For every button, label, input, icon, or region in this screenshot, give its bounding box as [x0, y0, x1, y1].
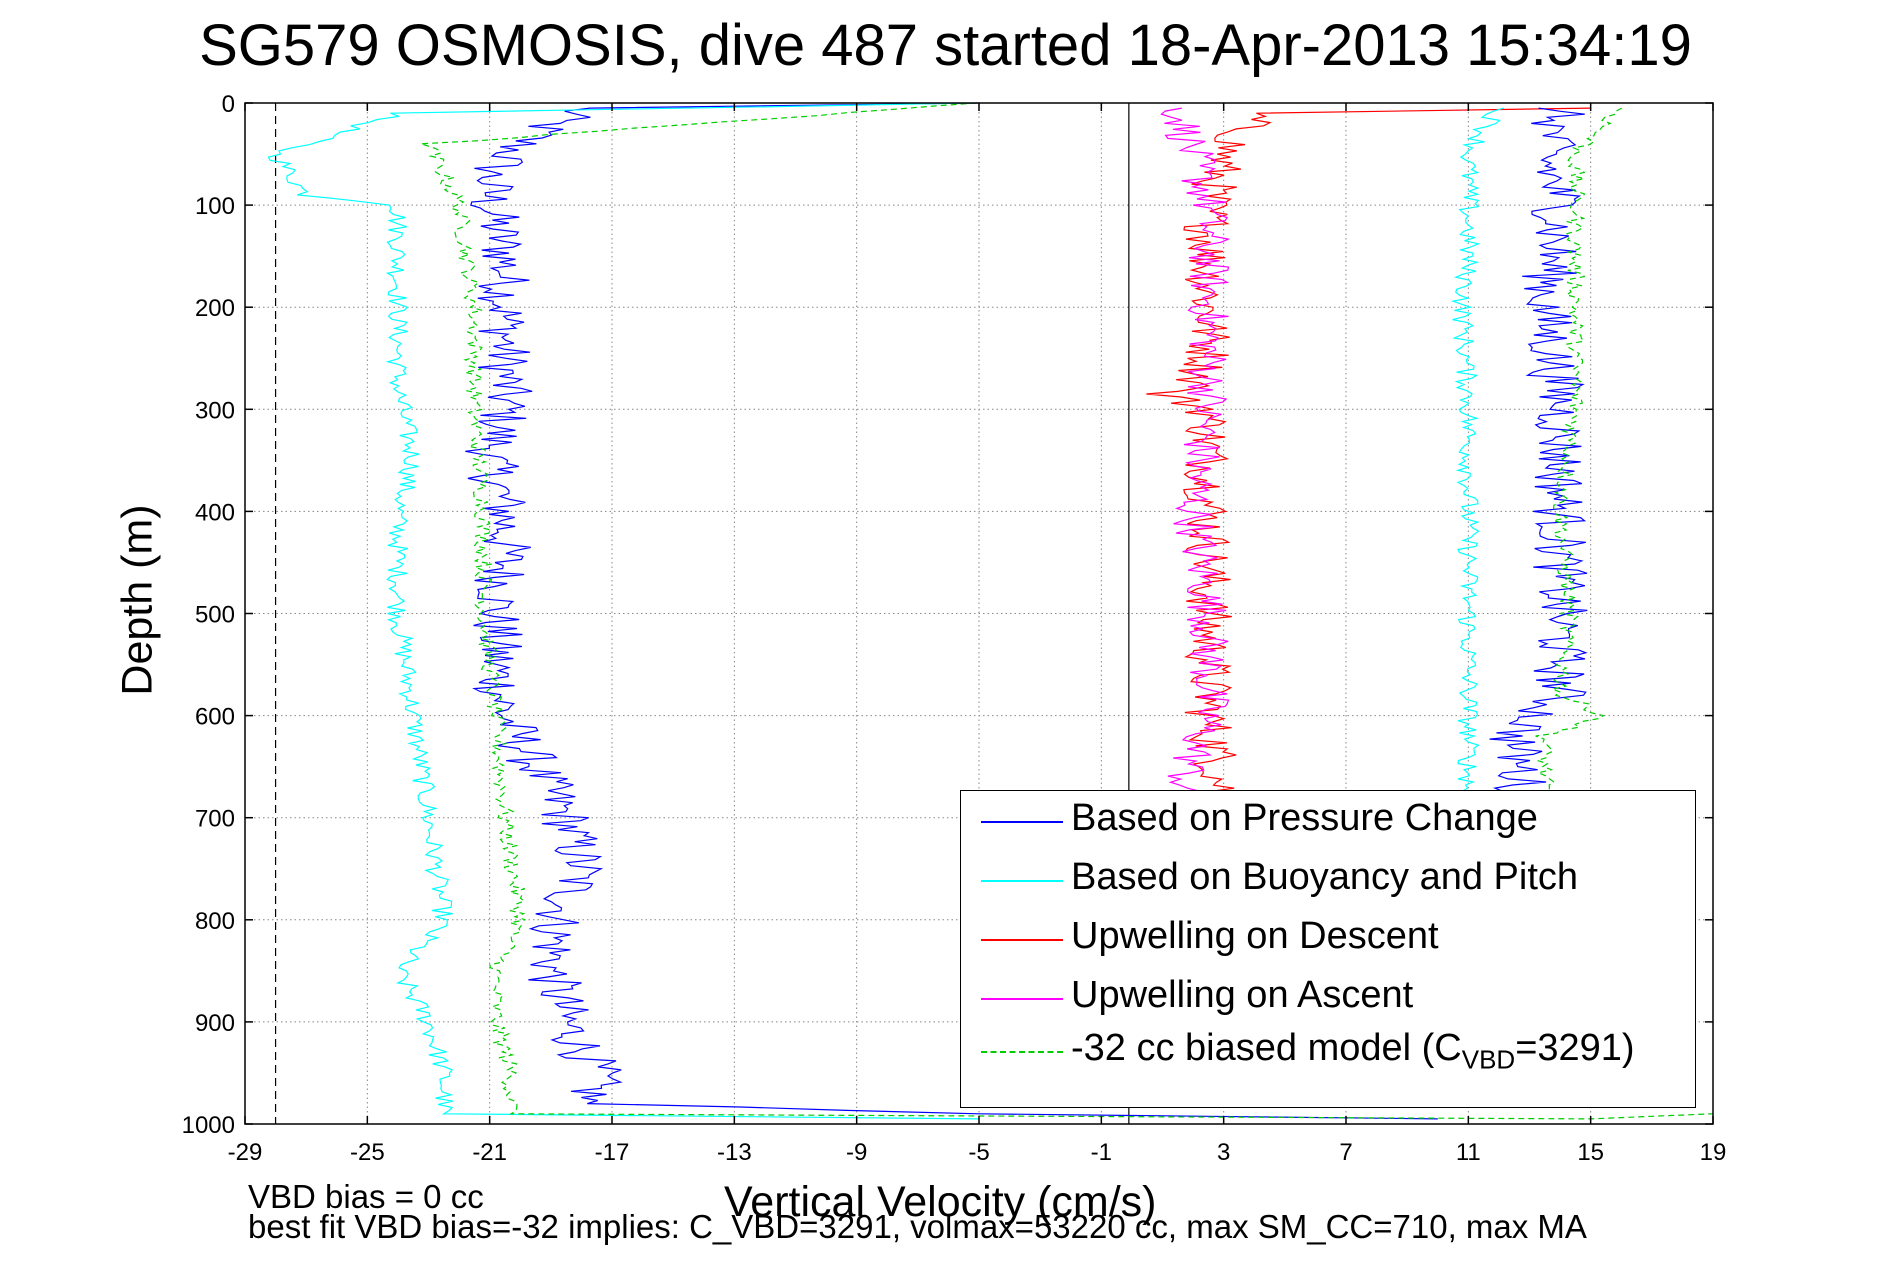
x-tick-label: 3 — [1217, 1139, 1230, 1166]
x-tick-label: -13 — [717, 1139, 752, 1166]
series-line — [1146, 107, 1591, 798]
y-tick-label: 600 — [195, 704, 235, 731]
x-tick-label: 19 — [1700, 1139, 1727, 1166]
x-tick-label: -25 — [350, 1139, 385, 1166]
legend-swatch — [981, 939, 1063, 941]
y-tick-label: 400 — [195, 499, 235, 526]
x-tick-label: 11 — [1456, 1139, 1481, 1166]
x-tick-label: 7 — [1339, 1139, 1352, 1166]
x-tick-label: -29 — [228, 1139, 263, 1166]
legend-label: Based on Buoyancy and Pitch — [1071, 856, 1579, 898]
legend-entry: -32 cc biased model (CVBD=3291) — [961, 1023, 1695, 1079]
y-tick-label: 500 — [195, 602, 235, 629]
legend-label: Upwelling on Descent — [1071, 915, 1439, 957]
series-line — [1489, 107, 1588, 798]
y-tick-label: 700 — [195, 806, 235, 833]
legend-entry: Based on Buoyancy and Pitch — [961, 852, 1695, 908]
x-tick-label: -17 — [595, 1139, 630, 1166]
legend-swatch — [981, 821, 1063, 823]
legend-entry: Upwelling on Descent — [961, 911, 1695, 967]
series-line — [1535, 107, 1623, 798]
chart-title: SG579 OSMOSIS, dive 487 started 18-Apr-2… — [199, 13, 1692, 78]
y-axis-label: Depth (m) — [113, 504, 162, 696]
series-line — [267, 102, 980, 1120]
legend-label: Based on Pressure Change — [1071, 797, 1538, 839]
series-layer — [267, 102, 1714, 1120]
tick-layer: -29 -25 -21 -17 -13 -9 -5 -1 3 7 11 15 1901002003004… — [182, 91, 1727, 1166]
vbd-bias-note: VBD bias = 0 cc — [248, 1178, 484, 1215]
y-tick-label: 800 — [195, 908, 235, 935]
x-tick-label: 15 — [1577, 1139, 1604, 1166]
x-tick-label: -1 — [1091, 1139, 1112, 1166]
legend-label: -32 cc biased model (CVBD=3291) — [1071, 1027, 1635, 1075]
legend-swatch — [981, 998, 1063, 1000]
x-tick-label: -5 — [968, 1139, 989, 1166]
series-line — [465, 102, 1438, 1120]
legend: Based on Pressure Change Based on Buoyan… — [960, 790, 1696, 1108]
legend-swatch — [981, 880, 1063, 882]
y-tick-label: 200 — [195, 295, 235, 322]
y-tick-label: 100 — [195, 193, 235, 220]
series-line — [1160, 107, 1231, 798]
y-tick-label: 900 — [195, 1010, 235, 1037]
legend-label: Upwelling on Ascent — [1071, 974, 1414, 1016]
y-tick-label: 1000 — [182, 1112, 235, 1139]
x-tick-label: -21 — [472, 1139, 507, 1166]
series-line — [1450, 107, 1504, 798]
legend-swatch — [981, 1051, 1063, 1053]
y-tick-label: 0 — [222, 91, 235, 118]
legend-entry: Upwelling on Ascent — [961, 970, 1695, 1026]
x-tick-label: -9 — [846, 1139, 867, 1166]
series-line — [420, 102, 1714, 1120]
x-axis-label: Vertical Velocity (cm/s) — [724, 1178, 1157, 1226]
best-fit-note: best fit VBD bias=-32 implies: C_VBD=329… — [248, 1208, 1587, 1245]
y-tick-label: 300 — [195, 397, 235, 424]
legend-entry: Based on Pressure Change — [961, 793, 1695, 849]
